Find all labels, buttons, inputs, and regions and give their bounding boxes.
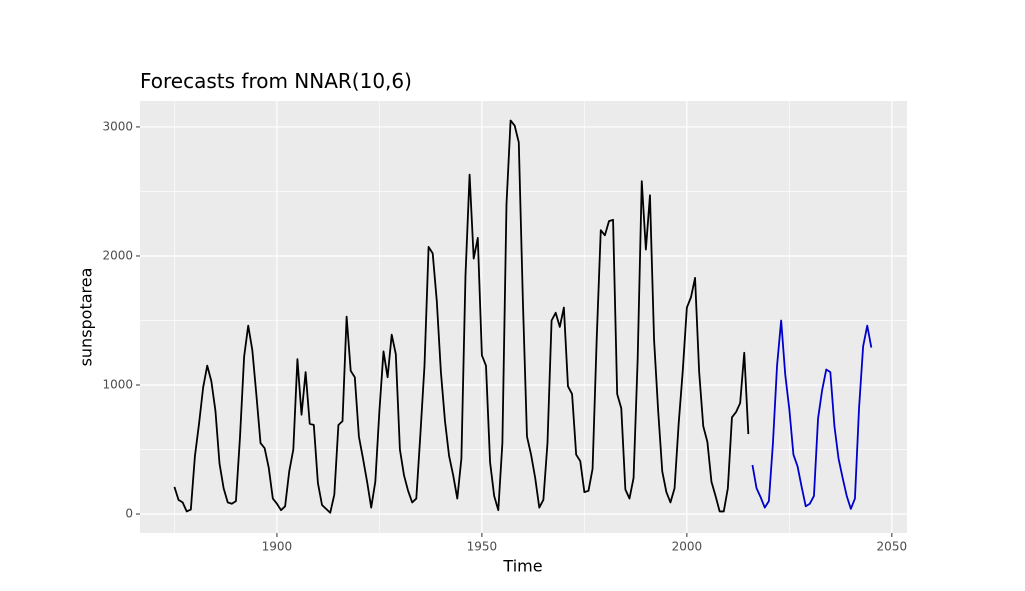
y-axis-title: sunspotarea bbox=[77, 268, 96, 367]
x-tick-label: 1900 bbox=[262, 540, 293, 554]
x-tick-label: 2000 bbox=[672, 540, 703, 554]
y-tick-label: 1000 bbox=[102, 378, 133, 392]
x-tick-label: 2050 bbox=[877, 540, 908, 554]
y-tick-label: 0 bbox=[125, 507, 133, 521]
series-line bbox=[173, 119, 750, 514]
chart-title: Forecasts from NNAR(10,6) bbox=[140, 69, 412, 93]
x-axis-title: Time bbox=[502, 557, 542, 576]
y-tick-label: 2000 bbox=[102, 248, 133, 262]
x-tick-label: 1950 bbox=[467, 540, 498, 554]
y-tick-label: 3000 bbox=[102, 119, 133, 133]
series-line bbox=[751, 319, 873, 510]
